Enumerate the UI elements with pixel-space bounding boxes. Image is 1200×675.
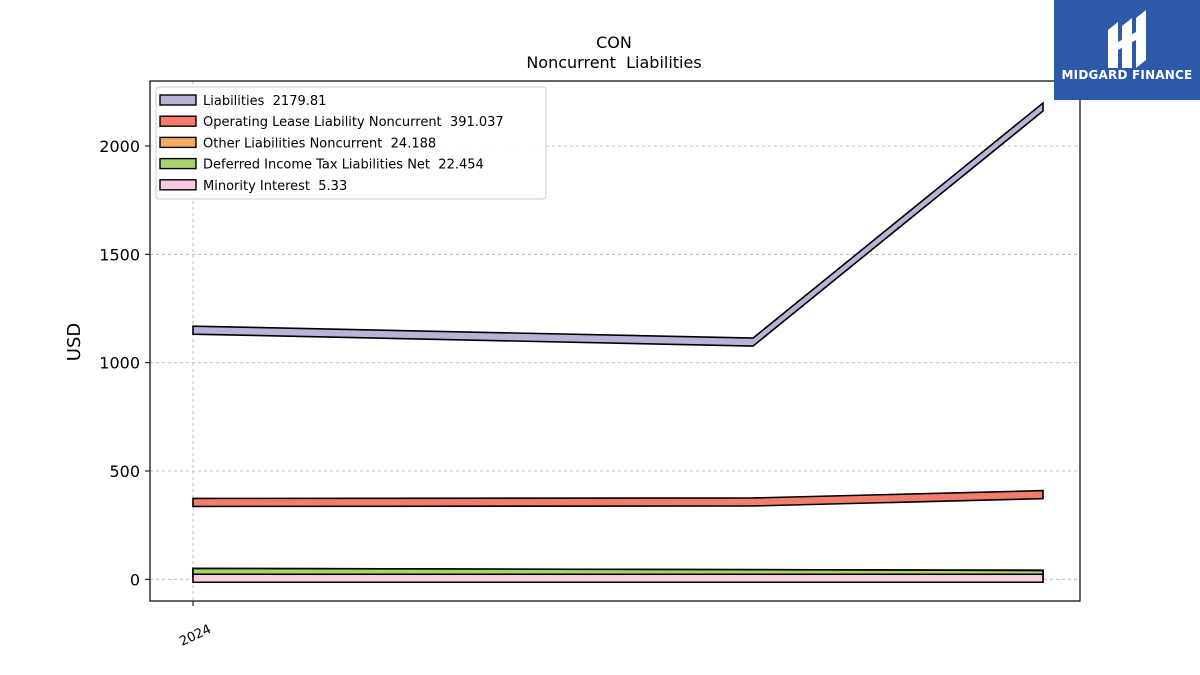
legend-swatch-0 xyxy=(159,94,197,106)
legend-swatch-4 xyxy=(159,179,197,191)
legend-series-value: 391.037 xyxy=(450,115,504,130)
logo-mark-icon xyxy=(1108,10,1146,68)
chart-title: CON xyxy=(596,33,632,52)
legend-series-name: Operating Lease Liability Noncurrent xyxy=(203,115,442,130)
y-tick-label: 1000 xyxy=(99,354,140,373)
legend-swatch-3 xyxy=(159,157,197,170)
legend-series-value: 5.33 xyxy=(318,179,347,194)
y-axis-label: USD xyxy=(64,323,85,361)
legend-series-value: 24.188 xyxy=(391,136,437,151)
chart-subtitle: Noncurrent Liabilities xyxy=(526,53,701,72)
y-tick-label: 1500 xyxy=(99,245,140,264)
legend-swatch-1 xyxy=(159,115,197,127)
legend-series-value: 2179.81 xyxy=(273,94,327,109)
legend-entry-3: Deferred Income Tax Liabilities Net 22.4… xyxy=(203,158,484,173)
series-layer xyxy=(192,101,1044,584)
plot-frame xyxy=(149,80,1081,602)
series-band-1 xyxy=(192,489,1044,508)
y-tick-label: 0 xyxy=(130,570,140,589)
brand-name: MIDGARD FINANCE xyxy=(1061,68,1193,82)
legend-series-value: 22.454 xyxy=(438,158,484,173)
legend-entry-1: Operating Lease Liability Noncurrent 391… xyxy=(203,115,504,130)
legend-series-name: Other Liabilities Noncurrent xyxy=(203,136,382,151)
legend-entry-0: Liabilities 2179.81 xyxy=(203,94,326,109)
y-tick-label: 2000 xyxy=(99,137,140,156)
x-tick-label: 2024 xyxy=(177,622,213,650)
legend-series-name: Liabilities xyxy=(203,94,265,109)
series-band-4 xyxy=(192,573,1044,584)
legend: Liabilities 2179.81 Operating Lease Liabi… xyxy=(155,86,547,200)
brand-logo: MIDGARD FINANCE xyxy=(1054,0,1200,100)
legend-entry-4: Minority Interest 5.33 xyxy=(203,179,347,194)
legend-series-name: Minority Interest xyxy=(203,179,310,194)
legend-box xyxy=(155,86,547,200)
legend-entry-2: Other Liabilities Noncurrent 24.188 xyxy=(203,136,436,151)
series-band-0 xyxy=(192,101,1044,347)
y-tick-label: 500 xyxy=(109,462,140,481)
legend-series-name: Deferred Income Tax Liabilities Net xyxy=(203,158,430,173)
legend-swatch-2 xyxy=(159,136,197,149)
